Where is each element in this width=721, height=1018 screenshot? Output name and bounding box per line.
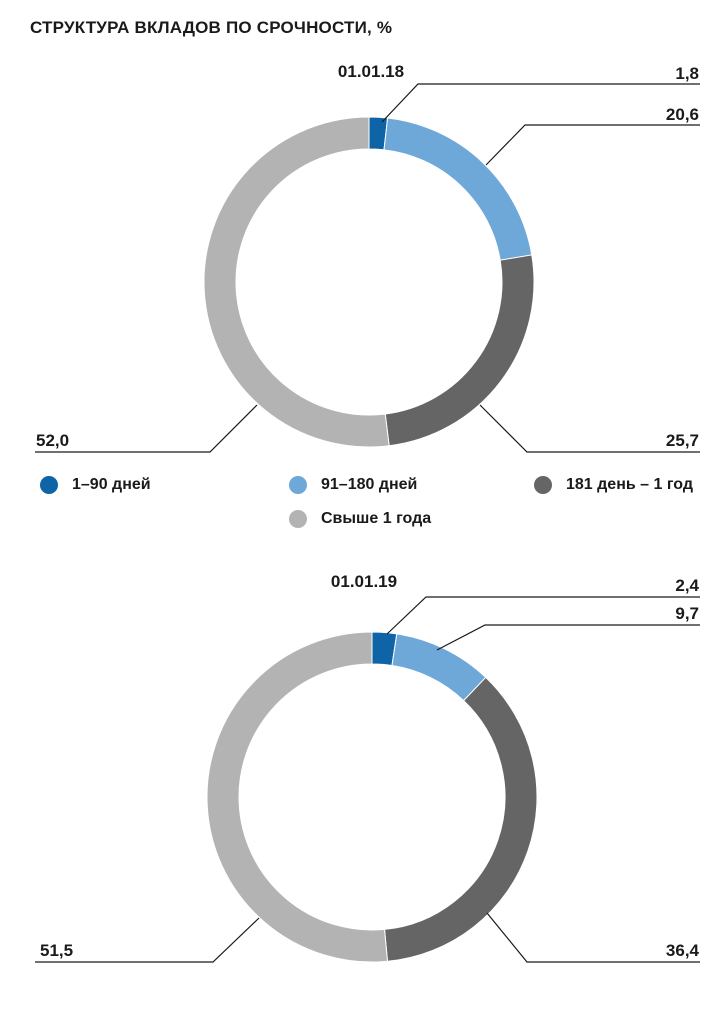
value-label-181-1y: 25,7 (666, 431, 699, 450)
legend-dot-over-1y (289, 510, 307, 528)
slice-181-1y (384, 254, 535, 447)
donut-chart-2019: 01.01.19 2,4 9,7 36,4 51,5 (35, 572, 700, 963)
slice-91-180 (391, 633, 487, 702)
legend-dot-91-180 (289, 476, 307, 494)
legend-dot-1-90 (40, 476, 58, 494)
leader-line-91-180 (436, 624, 700, 651)
leader-line-over-1y (35, 404, 258, 453)
slice-over-1y (203, 116, 390, 448)
slice-181-1y (383, 676, 538, 962)
page-title: СТРУКТУРА ВКЛАДОВ ПО СРОЧНОСТИ, % (30, 18, 393, 37)
value-label-91-180: 20,6 (666, 105, 699, 124)
legend-label-91-180: 91–180 дней (321, 476, 418, 493)
legend-item-91-180: 91–180 дней (289, 476, 417, 494)
value-label-over-1y: 52,0 (36, 431, 69, 450)
leader-line-over-1y (35, 917, 260, 963)
legend-label-over-1y: Свыше 1 года (321, 510, 432, 527)
leader-line-181-1y (479, 404, 700, 453)
legend-label-181-1y: 181 день – 1 год (566, 476, 693, 493)
value-label-181-1y: 36,4 (666, 941, 700, 960)
value-label-91-180: 9,7 (675, 604, 699, 623)
slice-91-180 (383, 117, 533, 261)
legend-item-1-90: 1–90 дней (40, 476, 151, 494)
value-label-1-90: 1,8 (675, 64, 699, 83)
value-label-over-1y: 51,5 (40, 941, 73, 960)
value-label-1-90: 2,4 (675, 576, 699, 595)
leader-line-1-90 (386, 596, 700, 635)
legend-item-over-1y: Свыше 1 года (289, 510, 431, 528)
leader-line-181-1y (486, 912, 700, 963)
leader-line-91-180 (485, 124, 700, 166)
slice-over-1y (206, 631, 389, 963)
legend-label-1-90: 1–90 дней (72, 476, 151, 493)
donut-chart-2018: 01.01.18 1,8 20,6 25,7 52,0 (35, 62, 700, 453)
legend: 1–90 дней 91–180 дней 181 день – 1 год С… (0, 474, 721, 534)
legend-dot-181-1y (534, 476, 552, 494)
leader-line-1-90 (381, 83, 700, 123)
chart-date-label: 01.01.18 (338, 62, 404, 81)
chart-date-label: 01.01.19 (331, 572, 397, 591)
legend-item-181-1y: 181 день – 1 год (534, 476, 693, 494)
